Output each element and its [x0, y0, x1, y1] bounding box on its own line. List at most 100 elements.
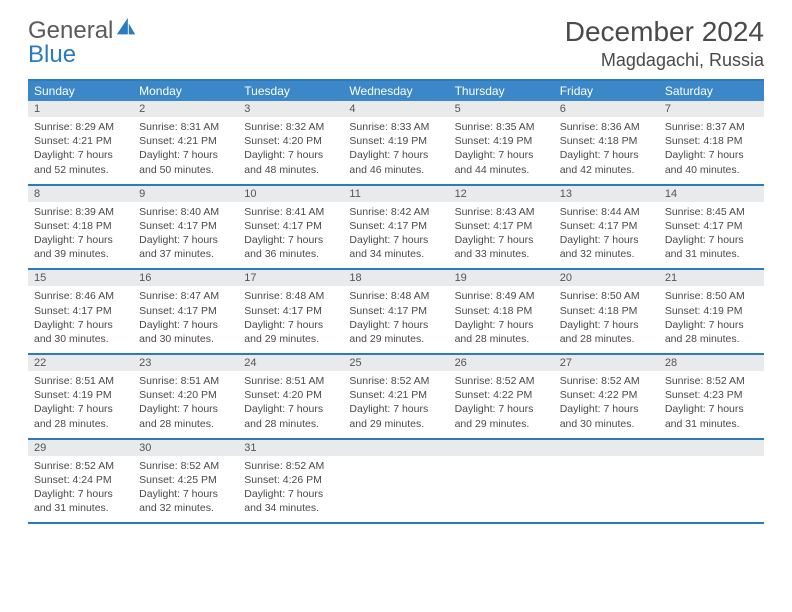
- dow-cell: Wednesday: [343, 81, 448, 101]
- day-number: [343, 440, 448, 456]
- day-number: 30: [133, 440, 238, 456]
- day-cell: 16Sunrise: 8:47 AMSunset: 4:17 PMDayligh…: [133, 270, 238, 353]
- daylight-text: Daylight: 7 hours and 34 minutes.: [349, 233, 442, 261]
- sunrise-text: Sunrise: 8:52 AM: [560, 374, 653, 388]
- sunset-text: Sunset: 4:17 PM: [665, 219, 758, 233]
- daylight-text: Daylight: 7 hours and 28 minutes.: [560, 318, 653, 346]
- day-number: [554, 440, 659, 456]
- sunrise-text: Sunrise: 8:50 AM: [665, 289, 758, 303]
- day-cell: 19Sunrise: 8:49 AMSunset: 4:18 PMDayligh…: [449, 270, 554, 353]
- day-body: Sunrise: 8:46 AMSunset: 4:17 PMDaylight:…: [28, 286, 133, 353]
- daylight-text: Daylight: 7 hours and 29 minutes.: [349, 318, 442, 346]
- day-number: 2: [133, 101, 238, 117]
- daylight-text: Daylight: 7 hours and 29 minutes.: [455, 402, 548, 430]
- day-body: Sunrise: 8:52 AMSunset: 4:26 PMDaylight:…: [238, 456, 343, 523]
- daylight-text: Daylight: 7 hours and 50 minutes.: [139, 148, 232, 176]
- sunrise-text: Sunrise: 8:47 AM: [139, 289, 232, 303]
- day-cell: 28Sunrise: 8:52 AMSunset: 4:23 PMDayligh…: [659, 355, 764, 438]
- day-body: Sunrise: 8:52 AMSunset: 4:24 PMDaylight:…: [28, 456, 133, 523]
- sunset-text: Sunset: 4:17 PM: [34, 304, 127, 318]
- day-body: Sunrise: 8:52 AMSunset: 4:22 PMDaylight:…: [554, 371, 659, 438]
- day-cell: 4Sunrise: 8:33 AMSunset: 4:19 PMDaylight…: [343, 101, 448, 184]
- day-cell: 13Sunrise: 8:44 AMSunset: 4:17 PMDayligh…: [554, 186, 659, 269]
- day-number: 4: [343, 101, 448, 117]
- day-body: Sunrise: 8:40 AMSunset: 4:17 PMDaylight:…: [133, 202, 238, 269]
- day-body: Sunrise: 8:52 AMSunset: 4:21 PMDaylight:…: [343, 371, 448, 438]
- sunset-text: Sunset: 4:18 PM: [455, 304, 548, 318]
- day-cell: 26Sunrise: 8:52 AMSunset: 4:22 PMDayligh…: [449, 355, 554, 438]
- dow-cell: Thursday: [449, 81, 554, 101]
- day-body: Sunrise: 8:35 AMSunset: 4:19 PMDaylight:…: [449, 117, 554, 184]
- day-cell: [659, 440, 764, 523]
- day-body: Sunrise: 8:31 AMSunset: 4:21 PMDaylight:…: [133, 117, 238, 184]
- week-row: 8Sunrise: 8:39 AMSunset: 4:18 PMDaylight…: [28, 186, 764, 271]
- daylight-text: Daylight: 7 hours and 31 minutes.: [665, 402, 758, 430]
- day-number: 9: [133, 186, 238, 202]
- daylight-text: Daylight: 7 hours and 30 minutes.: [34, 318, 127, 346]
- daylight-text: Daylight: 7 hours and 29 minutes.: [244, 318, 337, 346]
- day-number: 10: [238, 186, 343, 202]
- day-cell: 14Sunrise: 8:45 AMSunset: 4:17 PMDayligh…: [659, 186, 764, 269]
- daylight-text: Daylight: 7 hours and 46 minutes.: [349, 148, 442, 176]
- day-body: Sunrise: 8:47 AMSunset: 4:17 PMDaylight:…: [133, 286, 238, 353]
- day-cell: 17Sunrise: 8:48 AMSunset: 4:17 PMDayligh…: [238, 270, 343, 353]
- day-cell: 20Sunrise: 8:50 AMSunset: 4:18 PMDayligh…: [554, 270, 659, 353]
- dow-cell: Saturday: [659, 81, 764, 101]
- logo-word2: Blue: [28, 41, 76, 68]
- day-cell: 7Sunrise: 8:37 AMSunset: 4:18 PMDaylight…: [659, 101, 764, 184]
- day-number: 22: [28, 355, 133, 371]
- daylight-text: Daylight: 7 hours and 33 minutes.: [455, 233, 548, 261]
- sunset-text: Sunset: 4:17 PM: [560, 219, 653, 233]
- day-number: 24: [238, 355, 343, 371]
- week-row: 29Sunrise: 8:52 AMSunset: 4:24 PMDayligh…: [28, 440, 764, 525]
- sunrise-text: Sunrise: 8:35 AM: [455, 120, 548, 134]
- day-cell: 12Sunrise: 8:43 AMSunset: 4:17 PMDayligh…: [449, 186, 554, 269]
- day-cell: 18Sunrise: 8:48 AMSunset: 4:17 PMDayligh…: [343, 270, 448, 353]
- day-body: Sunrise: 8:29 AMSunset: 4:21 PMDaylight:…: [28, 117, 133, 184]
- day-body: Sunrise: 8:36 AMSunset: 4:18 PMDaylight:…: [554, 117, 659, 184]
- day-cell: 8Sunrise: 8:39 AMSunset: 4:18 PMDaylight…: [28, 186, 133, 269]
- sunrise-text: Sunrise: 8:42 AM: [349, 205, 442, 219]
- dow-cell: Monday: [133, 81, 238, 101]
- day-body: Sunrise: 8:44 AMSunset: 4:17 PMDaylight:…: [554, 202, 659, 269]
- daylight-text: Daylight: 7 hours and 32 minutes.: [139, 487, 232, 515]
- daylight-text: Daylight: 7 hours and 42 minutes.: [560, 148, 653, 176]
- day-number: 21: [659, 270, 764, 286]
- sunset-text: Sunset: 4:18 PM: [560, 304, 653, 318]
- daylight-text: Daylight: 7 hours and 28 minutes.: [455, 318, 548, 346]
- day-cell: 1Sunrise: 8:29 AMSunset: 4:21 PMDaylight…: [28, 101, 133, 184]
- logo-text: General Blue: [28, 16, 137, 67]
- header: General Blue December 2024 Magdagachi, R…: [0, 0, 792, 79]
- day-cell: 3Sunrise: 8:32 AMSunset: 4:20 PMDaylight…: [238, 101, 343, 184]
- sunset-text: Sunset: 4:19 PM: [34, 388, 127, 402]
- sunrise-text: Sunrise: 8:45 AM: [665, 205, 758, 219]
- sunset-text: Sunset: 4:22 PM: [455, 388, 548, 402]
- day-body: Sunrise: 8:52 AMSunset: 4:22 PMDaylight:…: [449, 371, 554, 438]
- page-title: December 2024: [565, 16, 764, 48]
- sunset-text: Sunset: 4:21 PM: [34, 134, 127, 148]
- day-body: [343, 456, 448, 502]
- sunset-text: Sunset: 4:26 PM: [244, 473, 337, 487]
- day-body: Sunrise: 8:51 AMSunset: 4:20 PMDaylight:…: [238, 371, 343, 438]
- day-number: 23: [133, 355, 238, 371]
- daylight-text: Daylight: 7 hours and 30 minutes.: [560, 402, 653, 430]
- day-body: Sunrise: 8:32 AMSunset: 4:20 PMDaylight:…: [238, 117, 343, 184]
- sunrise-text: Sunrise: 8:52 AM: [455, 374, 548, 388]
- week-row: 1Sunrise: 8:29 AMSunset: 4:21 PMDaylight…: [28, 101, 764, 186]
- sunrise-text: Sunrise: 8:29 AM: [34, 120, 127, 134]
- sunset-text: Sunset: 4:23 PM: [665, 388, 758, 402]
- day-cell: 25Sunrise: 8:52 AMSunset: 4:21 PMDayligh…: [343, 355, 448, 438]
- day-cell: 29Sunrise: 8:52 AMSunset: 4:24 PMDayligh…: [28, 440, 133, 523]
- day-body: Sunrise: 8:50 AMSunset: 4:18 PMDaylight:…: [554, 286, 659, 353]
- day-number: 1: [28, 101, 133, 117]
- day-number: 17: [238, 270, 343, 286]
- day-cell: 2Sunrise: 8:31 AMSunset: 4:21 PMDaylight…: [133, 101, 238, 184]
- daylight-text: Daylight: 7 hours and 30 minutes.: [139, 318, 232, 346]
- daylight-text: Daylight: 7 hours and 28 minutes.: [665, 318, 758, 346]
- day-body: Sunrise: 8:33 AMSunset: 4:19 PMDaylight:…: [343, 117, 448, 184]
- calendar: SundayMondayTuesdayWednesdayThursdayFrid…: [28, 79, 764, 524]
- daylight-text: Daylight: 7 hours and 44 minutes.: [455, 148, 548, 176]
- dow-cell: Sunday: [28, 81, 133, 101]
- day-cell: [554, 440, 659, 523]
- sunset-text: Sunset: 4:17 PM: [139, 304, 232, 318]
